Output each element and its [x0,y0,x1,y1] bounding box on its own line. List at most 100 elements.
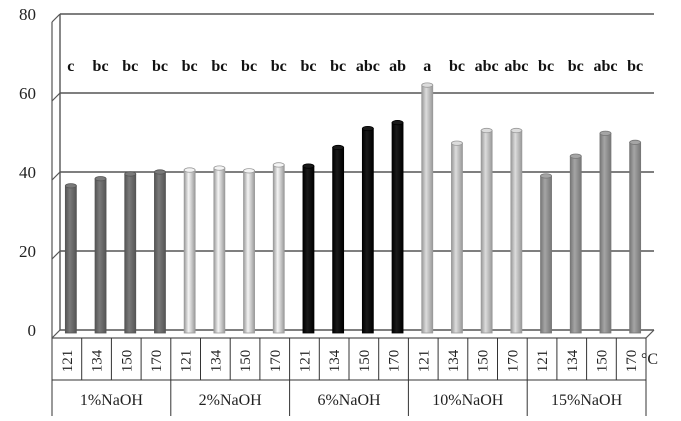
significance-letter: abc [593,58,617,75]
x-category-label: 150 [119,350,135,373]
bar-cap [154,169,166,175]
significance-letter: bc [300,58,316,75]
y-tick-label: 20 [19,242,36,261]
x-category-label: 134 [90,349,106,372]
significance-letter: abc [475,58,499,75]
bar-cap [243,168,255,174]
bars [64,82,642,334]
y-tick-label: 60 [19,84,36,103]
bar [480,130,493,334]
gridline-depth [51,250,61,260]
bar [510,130,523,334]
significance-letter: bc [330,58,346,75]
significance-letter: ab [389,58,406,75]
significance-letter: bc [93,58,109,75]
y-tick-label: 40 [19,163,36,182]
bar [94,178,107,334]
significance-letter: bc [122,58,138,75]
bar [183,169,196,334]
bar-cap [599,130,612,136]
x-group-label: 15%NaOH [551,392,623,409]
x-category-label: 170 [505,350,521,373]
bar [124,173,137,334]
significance-letter: bc [538,58,554,75]
x-group-label: 1%NaOH [80,392,144,409]
bar-cap [94,176,107,182]
significance-letter: bc [211,58,227,75]
bar-cap [510,127,523,134]
significance-letters: c bc bc bc bc bc bc bc bc bc abc ab a bc abc abc bc bc abc… [67,58,643,75]
bar [540,175,552,334]
x-category-label: 134 [565,349,581,372]
bar [332,147,345,334]
x-category-label: 150 [594,350,610,373]
x-category-label: 170 [149,350,165,373]
significance-letter: abc [504,58,528,75]
x-category-label: 134 [208,349,224,372]
bar [451,142,463,334]
x-category-label: 150 [476,350,492,373]
x-category-label: 121 [416,350,432,373]
y-tick-label: 80 [19,5,36,24]
bar [569,155,582,334]
bar-cap [451,140,463,146]
x-category-label: 121 [535,350,551,373]
bar [64,185,77,334]
bar-cap [124,171,137,177]
significance-letter: bc [568,58,584,75]
significance-letter: bc [627,58,643,75]
gridline-depth [51,171,61,181]
y-axis: 0 20 40 60 80 [19,5,655,340]
x-category-label: 170 [387,350,403,373]
bar-cap [540,173,552,179]
significance-letter: bc [152,58,168,75]
x-group-label: 10%NaOH [432,392,504,409]
significance-letter: bc [271,58,287,75]
x-category-label: 121 [297,350,313,373]
floor-edge [645,329,655,339]
bar [391,122,404,334]
bar-cap [183,167,196,173]
significance-letter: abc [356,58,380,75]
gridline-depth [51,13,61,23]
bar-cap [391,120,404,126]
significance-letter: bc [182,58,198,75]
bar [361,128,374,334]
bar [243,170,255,334]
bar-cap [332,144,345,151]
significance-letter: a [423,58,431,75]
bar-cap [361,125,374,132]
x-category-label: 150 [357,350,373,373]
bar [213,167,226,334]
x-unit-label: °C [641,351,658,368]
bar-cap [272,162,285,168]
bar [154,171,166,334]
x-category-label: 170 [268,350,284,373]
bar [629,141,642,334]
bar [599,132,612,334]
bar-cap [629,139,642,145]
bar-cap [480,127,493,134]
significance-letter: bc [449,58,465,75]
bar-cap [64,183,77,189]
y-tick-label: 0 [28,321,37,340]
gridline-depth [51,329,61,339]
bar-cap [213,165,226,171]
bar [421,84,434,334]
bar [302,165,315,334]
bar-cap [421,82,434,88]
x-category-label: 134 [327,349,343,372]
gridline-depth [51,92,61,102]
x-group-label: 6%NaOH [317,392,381,409]
bar-cap [302,163,315,169]
x-category-label: 170 [624,350,640,373]
x-category-label: 121 [60,350,76,373]
x-category-label: 121 [179,350,195,373]
x-category-label: 150 [238,350,254,373]
bar [272,164,285,334]
x-axis-table: 121 134 150 170 1%NaOH 121 134 150 170 2%NaOH 121 1… [51,338,647,416]
bar-cap [569,153,582,159]
x-group-label: 2%NaOH [199,392,263,409]
significance-letter: bc [241,58,257,75]
